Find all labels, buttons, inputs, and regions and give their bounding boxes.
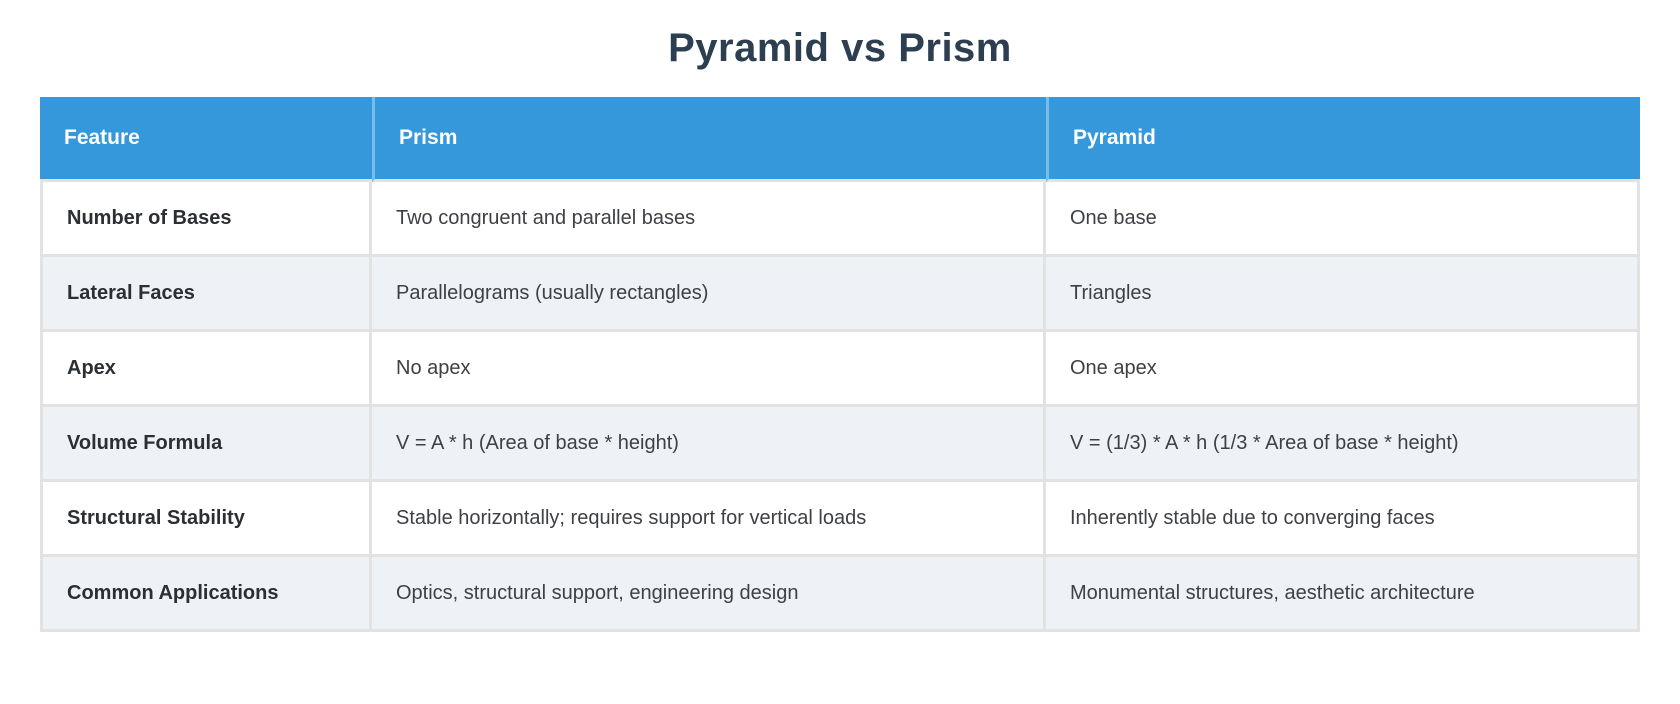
column-header-pyramid: Pyramid [1046,97,1640,182]
cell-prism: Optics, structural support, engineering … [372,557,1046,632]
cell-pyramid: Triangles [1046,257,1640,332]
header-row: Feature Prism Pyramid [40,97,1640,182]
cell-prism: Parallelograms (usually rectangles) [372,257,1046,332]
cell-pyramid: One apex [1046,332,1640,407]
table-body: Number of Bases Two congruent and parall… [40,182,1640,632]
cell-prism: V = A * h (Area of base * height) [372,407,1046,482]
cell-feature: Volume Formula [40,407,372,482]
cell-prism: No apex [372,332,1046,407]
cell-pyramid: Monumental structures, aesthetic archite… [1046,557,1640,632]
table-row: Number of Bases Two congruent and parall… [40,182,1640,257]
cell-prism: Stable horizontally; requires support fo… [372,482,1046,557]
cell-feature: Common Applications [40,557,372,632]
table-row: Apex No apex One apex [40,332,1640,407]
cell-feature: Apex [40,332,372,407]
table-row: Volume Formula V = A * h (Area of base *… [40,407,1640,482]
cell-feature: Structural Stability [40,482,372,557]
cell-feature: Number of Bases [40,182,372,257]
table-header: Feature Prism Pyramid [40,97,1640,182]
comparison-table: Feature Prism Pyramid Number of Bases Tw… [40,97,1640,632]
table-row: Lateral Faces Parallelograms (usually re… [40,257,1640,332]
cell-pyramid: One base [1046,182,1640,257]
cell-feature: Lateral Faces [40,257,372,332]
column-header-feature: Feature [40,97,372,182]
cell-pyramid: Inherently stable due to converging face… [1046,482,1640,557]
column-header-prism: Prism [372,97,1046,182]
table-row: Structural Stability Stable horizontally… [40,482,1640,557]
cell-pyramid: V = (1/3) * A * h (1/3 * Area of base * … [1046,407,1640,482]
cell-prism: Two congruent and parallel bases [372,182,1046,257]
table-row: Common Applications Optics, structural s… [40,557,1640,632]
page-title: Pyramid vs Prism [668,26,1012,70]
